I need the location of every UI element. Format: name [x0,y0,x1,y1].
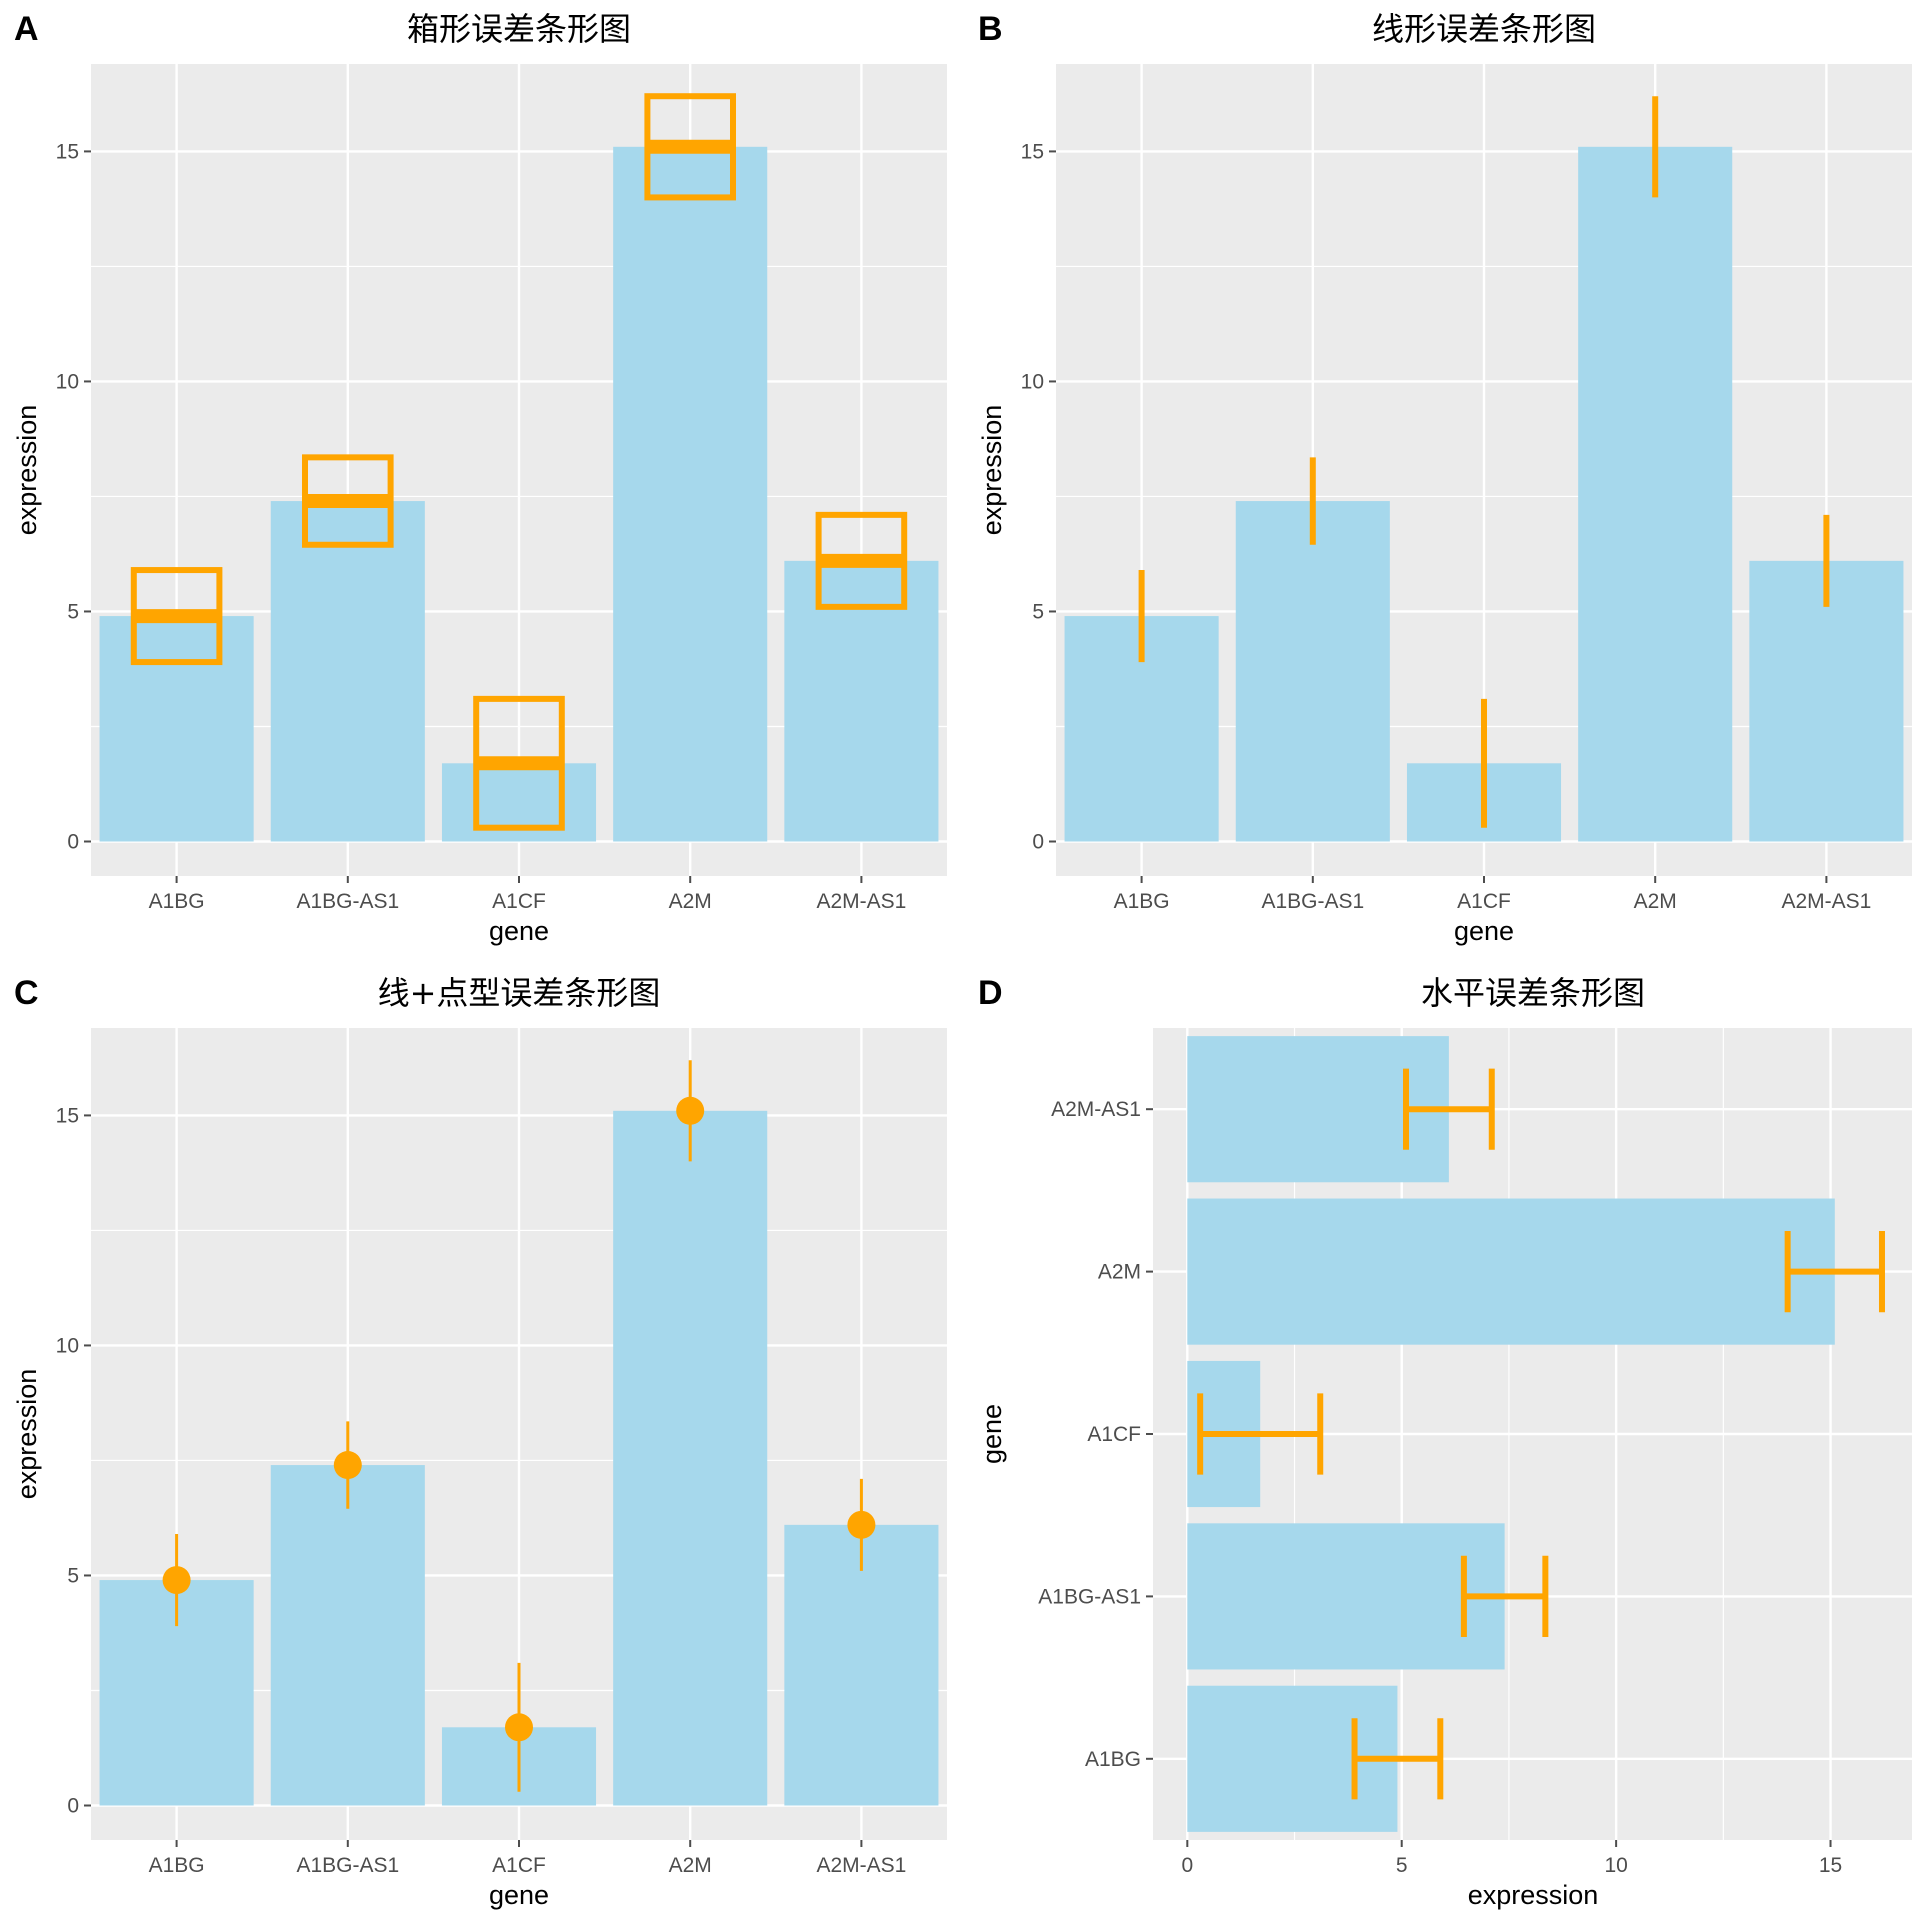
x-tick-label: A1CF [1457,890,1511,913]
x-tick-label: A2M-AS1 [816,890,906,913]
bar [613,146,768,842]
y-tick-label: A1BG [1085,1748,1141,1771]
bar [784,560,939,842]
x-tick-label: 15 [1819,1854,1842,1877]
bar [270,1465,425,1806]
error-point [505,1713,533,1742]
x-tick-label: A1BG [149,890,205,913]
bar [99,616,254,842]
x-axis-title: gene [1454,916,1514,946]
x-tick-label: A1CF [492,1854,546,1877]
panel-letter: C [14,974,39,1012]
error-point [333,1451,362,1480]
panel-b: B 线形误差条形图 gene expression 0 5 10 15 A1BG A1BG… [977,10,1912,946]
x-tick-label: A2M [669,890,712,913]
panel-title: 线形误差条形图 [1372,10,1596,48]
panel-title: 线+点型误差条形图 [378,974,661,1012]
panel-letter: A [14,10,39,48]
y-axis-title: expression [977,405,1007,536]
y-tick-label: 0 [1032,830,1044,853]
x-tick-label: A1BG-AS1 [296,1854,399,1877]
x-tick-label: 5 [1396,1854,1408,1877]
bar [613,1110,768,1806]
x-tick-label: 10 [1604,1854,1627,1877]
x-tick-label: A2M-AS1 [1781,890,1871,913]
panel-title: 箱形误差条形图 [407,10,631,48]
x-tick-label: 0 [1181,1854,1193,1877]
plot-area: 0 5 10 15 A1BG A1BG-AS1 A1CF A2M A2M-AS1 [1021,64,1912,913]
panel-d: D 水平误差条形图 expression gene 0 5 10 15 A1BG A1BG… [977,974,1912,1910]
x-tick-label: A2M [669,1854,712,1877]
bar [784,1524,939,1806]
y-tick-label: 5 [1032,600,1044,623]
y-tick-label: 15 [1021,140,1044,163]
x-tick-label: A1BG [1114,890,1170,913]
x-axis-title: gene [489,916,549,946]
x-tick-label: A1CF [492,890,546,913]
y-tick-label: A1CF [1087,1423,1141,1446]
bar [1235,501,1390,842]
y-tick-label: 15 [56,140,79,163]
panel-letter: D [978,974,1003,1012]
y-tick-label: 5 [67,600,79,623]
y-axis-title: expression [12,1369,42,1500]
x-axis-title: gene [489,1880,549,1910]
error-point [162,1566,191,1595]
y-tick-label: 10 [56,1334,79,1357]
y-tick-label: 0 [67,830,79,853]
error-point [847,1510,876,1539]
y-axis-title: expression [12,405,42,536]
x-tick-label: A2M [1634,890,1677,913]
y-tick-label: 5 [67,1564,79,1587]
x-axis-title: expression [1468,1880,1599,1910]
y-tick-label: 15 [56,1104,79,1127]
panel-c: C 线+点型误差条形图 gene expression 0 5 10 15 A1BG A1… [12,974,947,1910]
panel-letter: B [978,10,1003,48]
panel-title: 水平误差条形图 [1421,974,1645,1012]
bar [1749,560,1904,842]
x-tick-label: A1BG-AS1 [1261,890,1364,913]
y-tick-label: 0 [67,1794,79,1817]
bar [1578,146,1733,842]
x-tick-label: A1BG [149,1854,205,1877]
y-axis-title: gene [977,1404,1007,1464]
y-tick-label: A2M-AS1 [1051,1098,1141,1121]
y-tick-label: A2M [1098,1261,1141,1284]
x-tick-label: A1BG-AS1 [296,890,399,913]
bar [270,501,425,842]
panel-a: A 箱形误差条形图 gene expression 0 5 10 15 A1BG A1BG… [12,10,947,946]
error-point [676,1096,705,1125]
x-tick-label: A2M-AS1 [816,1854,906,1877]
plot-area: 0 5 10 15 A1BG A1BG-AS1 A1CF A2M A2M-AS1 [56,64,947,913]
y-tick-label: 10 [56,370,79,393]
plot-area: 0 5 10 15 A1BG A1BG-AS1 A1CF A2M A2M-AS1 [56,1028,947,1877]
bar [1187,1198,1835,1345]
bar [1187,1523,1505,1670]
y-tick-label: 10 [1021,370,1044,393]
plot-area: 0 5 10 15 A1BG A1BG-AS1 A1CF A2M A2M-AS1 [1038,1028,1912,1877]
y-tick-label: A1BG-AS1 [1038,1585,1141,1608]
